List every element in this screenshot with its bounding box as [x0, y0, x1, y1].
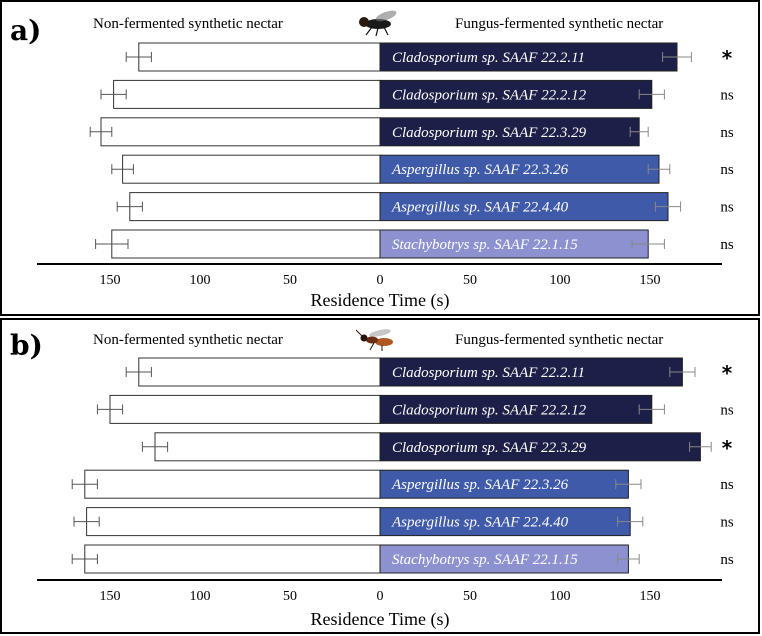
strain-label: Cladosporium sp. SAAF 22.2.12	[392, 402, 587, 418]
strain-label: Cladosporium sp. SAAF 22.2.12	[392, 87, 587, 103]
x-tick-label: 50	[283, 273, 297, 288]
significance-label: *	[722, 361, 733, 385]
bar-fermented	[379, 357, 683, 387]
x-tick-label: 100	[190, 273, 211, 288]
significance-label: ns	[720, 162, 734, 178]
bar-fermented	[379, 154, 660, 184]
panel-a: a) Non-fermented synthetic nectar Fungus…	[0, 0, 760, 316]
strain-label: Cladosporium sp. SAAF 22.2.11	[392, 365, 585, 381]
fly-insect-icon	[359, 10, 397, 37]
panel-b: b) Non-fermented synthetic nectar Fungus…	[0, 318, 760, 634]
x-tick-label: 0	[377, 589, 384, 604]
panel-b-left-header: Non-fermented synthetic nectar	[93, 332, 283, 348]
x-tick-label: 100	[550, 589, 571, 604]
x-tick-label: 0	[377, 273, 384, 288]
bar-fermented	[379, 394, 653, 424]
bar-nonfermented	[111, 229, 381, 259]
strain-label: Stachybotrys sp. SAAF 22.1.15	[392, 237, 578, 253]
x-tick-label: 150	[640, 273, 661, 288]
bar-fermented	[379, 507, 631, 537]
bar-nonfermented	[138, 42, 381, 72]
significance-label: ns	[720, 552, 734, 568]
x-tick-label: 100	[190, 589, 211, 604]
significance-label: ns	[720, 515, 734, 531]
strain-label: Aspergillus sp. SAAF 22.4.40	[391, 200, 569, 216]
significance-label: ns	[720, 200, 734, 216]
bar-nonfermented	[154, 432, 381, 462]
bar-nonfermented	[86, 507, 381, 537]
bar-fermented	[379, 432, 701, 462]
strain-label: Cladosporium sp. SAAF 22.3.29	[392, 125, 587, 141]
significance-label: ns	[720, 477, 734, 493]
panel-a-xlabel: Residence Time (s)	[311, 290, 450, 311]
bar-nonfermented	[138, 357, 381, 387]
panel-a-left-header: Non-fermented synthetic nectar	[93, 16, 283, 32]
significance-label: *	[722, 436, 733, 460]
bar-nonfermented	[113, 79, 381, 109]
x-tick-label: 50	[463, 273, 477, 288]
panel-a-frame	[0, 0, 760, 316]
x-tick-label: 150	[640, 589, 661, 604]
panel-a-right-header: Fungus-fermented synthetic nectar	[455, 16, 663, 32]
bar-nonfermented	[129, 192, 381, 222]
strain-label: Aspergillus sp. SAAF 22.3.26	[391, 477, 569, 493]
bar-fermented	[379, 79, 653, 109]
bar-fermented	[379, 544, 629, 574]
bar-fermented	[379, 42, 678, 72]
bar-fermented	[379, 469, 629, 499]
x-tick-label: 150	[100, 273, 121, 288]
bar-fermented	[379, 229, 649, 259]
panel-a-label: a)	[10, 14, 41, 47]
x-tick-label: 50	[283, 589, 297, 604]
wasp-insect-icon	[355, 329, 393, 351]
panel-b-label: b)	[10, 329, 43, 362]
strain-label: Cladosporium sp. SAAF 22.2.11	[392, 50, 585, 66]
bar-nonfermented	[100, 117, 381, 147]
bar-nonfermented	[84, 544, 381, 574]
bar-nonfermented	[109, 394, 381, 424]
strain-label: Stachybotrys sp. SAAF 22.1.15	[392, 552, 578, 568]
x-tick-label: 50	[463, 589, 477, 604]
panel-b-frame	[0, 318, 760, 634]
panel-b-xlabel: Residence Time (s)	[311, 609, 450, 630]
bar-fermented	[379, 192, 669, 222]
bar-nonfermented	[84, 469, 381, 499]
significance-label: ns	[720, 237, 734, 253]
significance-label: ns	[720, 125, 734, 141]
panel-b-right-header: Fungus-fermented synthetic nectar	[455, 332, 663, 348]
strain-label: Aspergillus sp. SAAF 22.4.40	[391, 515, 569, 531]
significance-label: *	[722, 46, 733, 70]
x-tick-label: 100	[550, 273, 571, 288]
significance-label: ns	[720, 87, 734, 103]
x-tick-label: 150	[100, 589, 121, 604]
strain-label: Aspergillus sp. SAAF 22.3.26	[391, 162, 569, 178]
significance-label: ns	[720, 402, 734, 418]
bar-fermented	[379, 117, 640, 147]
bar-nonfermented	[122, 154, 381, 184]
strain-label: Cladosporium sp. SAAF 22.3.29	[392, 440, 587, 456]
